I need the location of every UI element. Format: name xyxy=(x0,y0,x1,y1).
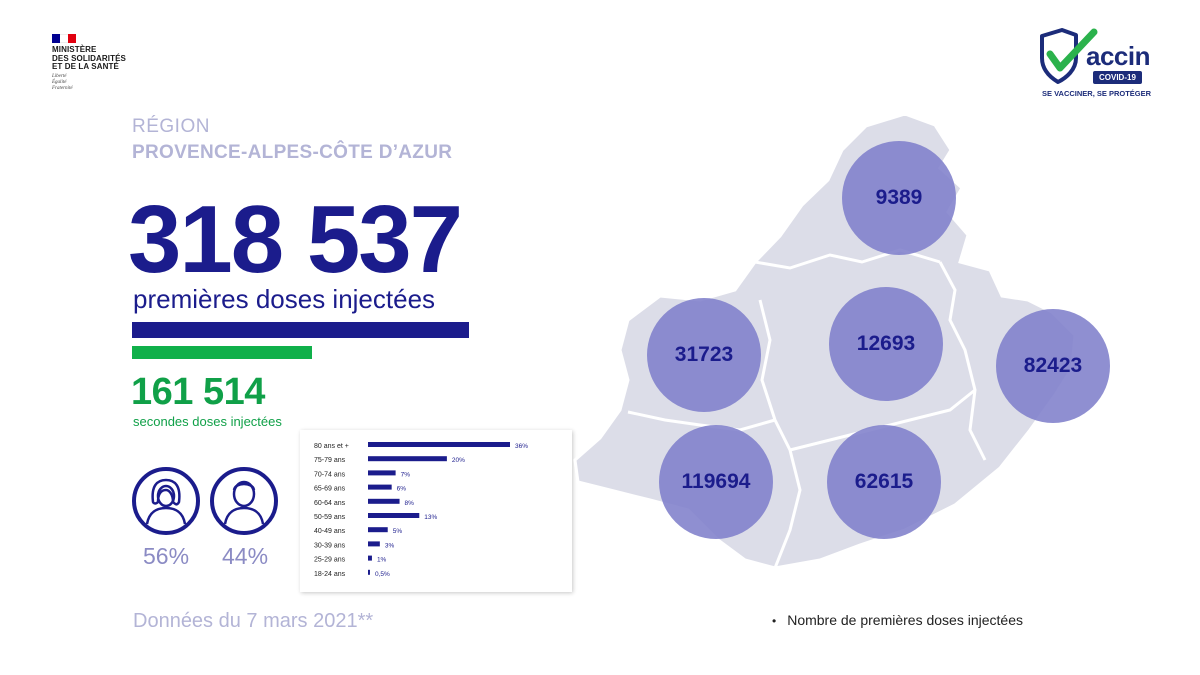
republic-motto: Liberté Égalité Fraternité xyxy=(52,74,152,92)
bubble-value: 119694 xyxy=(659,425,773,539)
age-value-label: 1% xyxy=(377,557,387,564)
age-value-label: 8% xyxy=(405,500,415,507)
age-category-label: 65-69 ans xyxy=(314,486,346,493)
age-bar xyxy=(368,498,400,504)
age-bar xyxy=(368,442,510,447)
first-doses-bar xyxy=(132,322,469,338)
age-category-label: 50-59 ans xyxy=(314,514,346,521)
age-value-label: 36% xyxy=(515,443,528,450)
first-doses-label: premières doses injectées xyxy=(133,284,436,314)
region-label: RÉGION xyxy=(132,116,210,137)
region-name: PROVENCE-ALPES-CÔTE D’AZUR xyxy=(132,142,453,163)
age-category-label: 80 ans et + xyxy=(314,443,349,450)
age-value-label: 3% xyxy=(385,542,395,549)
ministry-name-line: MINISTÈRE xyxy=(52,45,97,54)
age-chart-svg: 80 ans et + 36% 75-79 ans 20% 70-74 ans 7% 65-… xyxy=(314,442,528,578)
french-flag-icon xyxy=(52,34,76,43)
age-bar xyxy=(368,470,396,476)
age-bar xyxy=(368,541,380,547)
bubble-value: 9389 xyxy=(842,141,956,255)
age-value-label: 20% xyxy=(452,457,465,464)
motto-line: Égalité xyxy=(52,79,67,85)
age-category-label: 18-24 ans xyxy=(314,571,346,578)
first-doses-value: 318 537 xyxy=(128,186,463,293)
age-distribution-chart: 80 ans et + 36% 75-79 ans 20% 70-74 ans 7% 65-… xyxy=(300,430,572,592)
man-icon xyxy=(210,467,278,535)
motto-line: Liberté xyxy=(52,73,67,79)
bubble-value: 62615 xyxy=(827,425,941,539)
vaccin-covid-logo: accin COVID-19 SE VACCINER, SE PROTÉGER xyxy=(1036,28,1156,103)
motto-line: Fraternité xyxy=(52,85,73,91)
male-percentage: 44% xyxy=(222,543,269,569)
age-value-label: 5% xyxy=(393,528,403,535)
age-category-label: 30-39 ans xyxy=(314,542,346,549)
covid-badge: COVID-19 xyxy=(1093,71,1142,84)
age-category-label: 70-74 ans xyxy=(314,471,346,478)
age-value-label: 7% xyxy=(401,471,411,478)
shield-check-icon xyxy=(1040,28,1098,84)
age-bar xyxy=(368,569,370,575)
data-date: Données du 7 mars 2021** xyxy=(133,610,374,632)
female-percentage: 56% xyxy=(143,543,190,569)
legend-bullet: • xyxy=(772,614,777,628)
age-category-label: 25-29 ans xyxy=(314,557,346,564)
ministry-logo: MINISTÈRE DES SOLIDARITÉS ET DE LA SANTÉ… xyxy=(52,34,152,92)
bubble-value: 12693 xyxy=(829,287,943,401)
age-value-label: 13% xyxy=(424,514,437,521)
legend-text: Nombre de premières doses injectées xyxy=(787,612,1023,628)
map-legend: • Nombre de premières doses injectées xyxy=(772,612,1023,628)
woman-icon xyxy=(132,467,200,535)
second-doses-bar xyxy=(132,346,312,359)
vaccin-tagline: SE VACCINER, SE PROTÉGER xyxy=(1042,89,1152,98)
age-bar xyxy=(368,555,372,561)
age-category-label: 75-79 ans xyxy=(314,457,346,464)
ministry-name-line: DES SOLIDARITÉS xyxy=(52,53,126,63)
age-value-label: 6% xyxy=(397,486,407,493)
age-bar xyxy=(368,484,392,490)
age-bar xyxy=(368,513,420,518)
age-value-label: 0,5% xyxy=(375,571,390,578)
second-doses-value: 161 514 xyxy=(131,371,265,413)
age-bar xyxy=(368,456,447,462)
bubble-value: 82423 xyxy=(996,309,1110,423)
bubble-value: 31723 xyxy=(647,298,761,412)
age-category-label: 60-64 ans xyxy=(314,500,346,507)
age-bar xyxy=(368,527,388,533)
vaccin-wordmark: accin xyxy=(1086,41,1151,71)
age-category-label: 40-49 ans xyxy=(314,528,346,535)
second-doses-label: secondes doses injectées xyxy=(133,414,282,429)
ministry-name-line: ET DE LA SANTÉ xyxy=(52,62,119,71)
